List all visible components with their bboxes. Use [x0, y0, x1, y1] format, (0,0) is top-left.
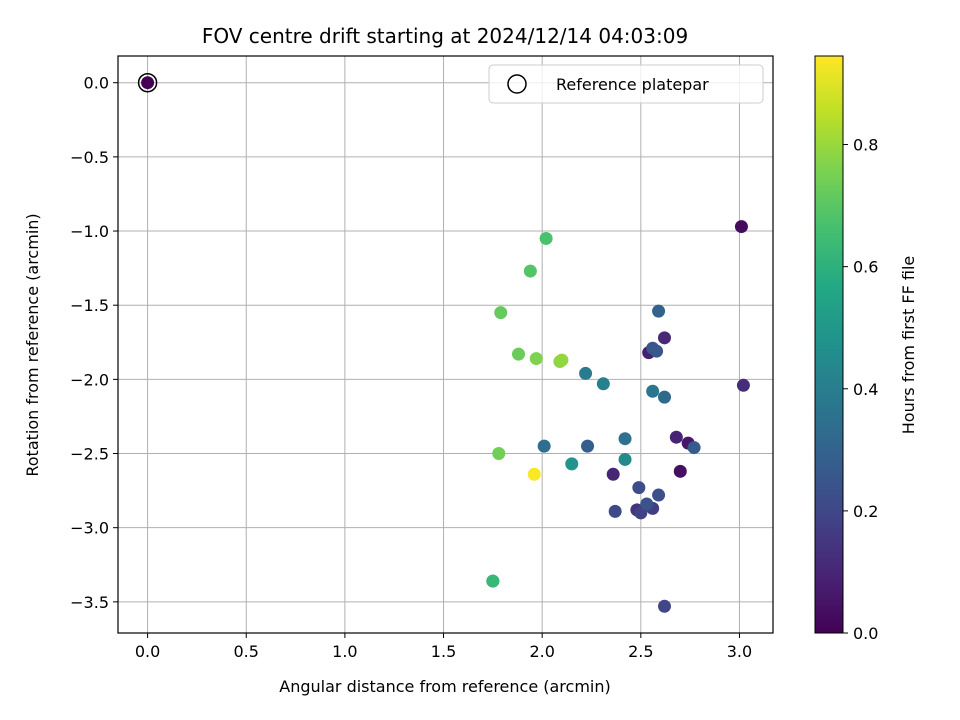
y-tick-label: −2.5: [70, 445, 109, 464]
scatter-point: [539, 231, 553, 245]
x-tick-label: 0.0: [135, 642, 160, 661]
x-axis-ticks: 0.0 0.5 1.0 1.5 2.0 2.5 3.0: [135, 633, 752, 661]
colorbar: 0.0 0.2 0.4 0.6 0.8 Hours from first FF file: [814, 55, 918, 643]
scatter-point: [618, 432, 632, 446]
reference-marker: [137, 72, 158, 93]
reference-platepar-marker: [137, 72, 158, 93]
scatter-point: [529, 352, 543, 366]
scatter-point: [652, 304, 666, 318]
data-points: [141, 76, 750, 613]
scatter-point: [492, 447, 506, 461]
x-tick-label: 0.5: [234, 642, 259, 661]
scatter-point: [646, 384, 660, 398]
scatter-point: [511, 347, 525, 361]
scatter-point: [608, 504, 622, 518]
colorbar-tick-label: 0.8: [853, 136, 878, 155]
scatter-point: [486, 574, 500, 588]
y-tick-label: −1.5: [70, 296, 109, 315]
scatter-point: [734, 220, 748, 234]
scatter-point: [618, 452, 632, 466]
scatter-point: [494, 306, 508, 320]
colorbar-tick-label: 0.0: [853, 624, 878, 643]
colorbar-ticks: 0.0 0.2 0.4 0.6 0.8: [843, 136, 878, 643]
scatter-point: [657, 599, 671, 613]
x-tick-label: 2.5: [628, 642, 653, 661]
grid-lines: [118, 56, 773, 633]
legend-label: Reference platepar: [556, 75, 709, 94]
x-tick-label: 3.0: [727, 642, 752, 661]
scatter-point: [523, 264, 537, 278]
y-axis-ticks: 0.0 −0.5 −1.0 −1.5 −2.0 −2.5 −3.0 −3.5: [70, 74, 118, 612]
legend-marker: [507, 74, 527, 94]
colorbar-tick-label: 0.2: [853, 502, 878, 521]
x-tick-label: 2.0: [529, 642, 554, 661]
scatter-point: [687, 441, 701, 455]
legend: Reference platepar: [488, 64, 764, 104]
scatter-point: [537, 439, 551, 453]
colorbar-tick-label: 0.4: [853, 380, 878, 399]
colorbar-gradient: [814, 55, 844, 634]
scatter-point: [596, 377, 610, 391]
scatter-point: [632, 481, 646, 495]
scatter-point: [657, 390, 671, 404]
y-tick-label: −0.5: [70, 148, 109, 167]
scatter-point: [673, 464, 687, 478]
plot-frame: [117, 55, 774, 634]
legend-box: [488, 64, 764, 104]
colorbar-label: Hours from first FF file: [899, 256, 918, 435]
scatter-point: [527, 467, 541, 481]
scatter-point: [555, 353, 569, 367]
scatter-point: [579, 366, 593, 380]
y-tick-label: −3.0: [70, 519, 109, 538]
scatter-point: [581, 439, 595, 453]
scatter-point: [669, 430, 683, 444]
y-tick-label: −2.0: [70, 370, 109, 389]
scatter-point: [640, 497, 654, 511]
x-axis-label: Angular distance from reference (arcmin): [279, 677, 610, 696]
y-tick-label: −3.5: [70, 593, 109, 612]
scatter-point: [565, 457, 579, 471]
scatter-point: [606, 467, 620, 481]
colorbar-tick-label: 0.6: [853, 258, 878, 277]
scatter-point: [652, 488, 666, 502]
scatter-point: [657, 331, 671, 345]
y-tick-label: −1.0: [70, 222, 109, 241]
x-tick-label: 1.5: [431, 642, 456, 661]
chart-title: FOV centre drift starting at 2024/12/14 …: [202, 24, 688, 48]
x-tick-label: 1.0: [332, 642, 357, 661]
y-tick-label: 0.0: [84, 74, 109, 93]
scatter-point: [736, 378, 750, 392]
y-axis-label: Rotation from reference (arcmin): [23, 213, 42, 476]
scatter-point: [141, 76, 155, 90]
scatter-point: [650, 344, 664, 358]
